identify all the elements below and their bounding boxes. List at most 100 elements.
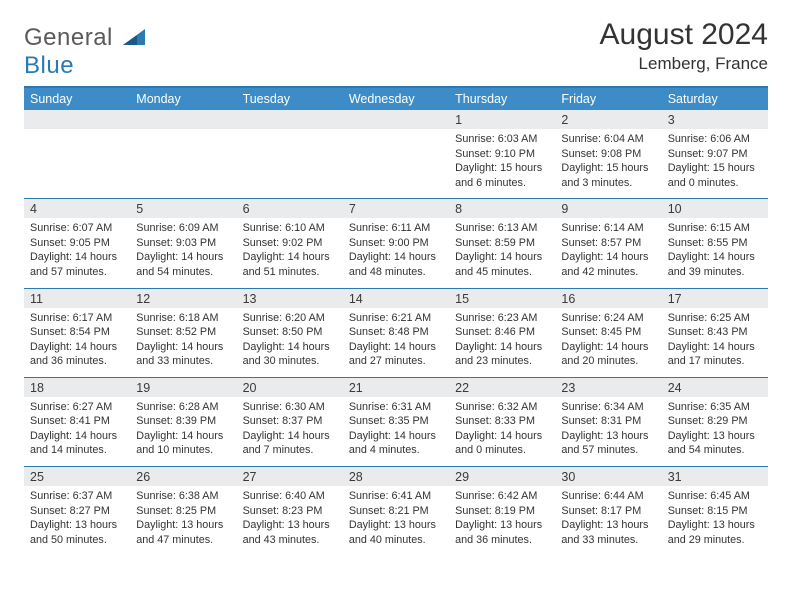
- day-number: [24, 110, 130, 129]
- day-cell: Sunrise: 6:07 AMSunset: 9:05 PMDaylight:…: [24, 218, 130, 288]
- sunset-text: Sunset: 9:10 PM: [455, 147, 549, 162]
- day-cell: [130, 129, 236, 199]
- day-number: 16: [555, 288, 661, 308]
- sunset-text: Sunset: 8:48 PM: [349, 325, 443, 340]
- sunrise-text: Sunrise: 6:38 AM: [136, 489, 230, 504]
- sunrise-text: Sunrise: 6:44 AM: [561, 489, 655, 504]
- day-number: 8: [449, 199, 555, 219]
- day-number-row: 18192021222324: [24, 377, 768, 397]
- day-number: [237, 110, 343, 129]
- sunset-text: Sunset: 8:52 PM: [136, 325, 230, 340]
- day-number-row: 25262728293031: [24, 467, 768, 487]
- sunrise-text: Sunrise: 6:28 AM: [136, 400, 230, 415]
- weekday-header: Tuesday: [237, 87, 343, 110]
- daylight-text: Daylight: 14 hours and 36 minutes.: [30, 340, 124, 369]
- sunset-text: Sunset: 8:17 PM: [561, 504, 655, 519]
- day-info-row: Sunrise: 6:37 AMSunset: 8:27 PMDaylight:…: [24, 486, 768, 555]
- sunrise-text: Sunrise: 6:11 AM: [349, 221, 443, 236]
- sunset-text: Sunset: 9:08 PM: [561, 147, 655, 162]
- sunrise-text: Sunrise: 6:45 AM: [668, 489, 762, 504]
- sunset-text: Sunset: 8:31 PM: [561, 414, 655, 429]
- day-number: 30: [555, 467, 661, 487]
- day-cell: [237, 129, 343, 199]
- daylight-text: Daylight: 15 hours and 6 minutes.: [455, 161, 549, 190]
- day-cell: Sunrise: 6:06 AMSunset: 9:07 PMDaylight:…: [662, 129, 768, 199]
- day-cell: Sunrise: 6:35 AMSunset: 8:29 PMDaylight:…: [662, 397, 768, 467]
- daylight-text: Daylight: 14 hours and 30 minutes.: [243, 340, 337, 369]
- sunrise-text: Sunrise: 6:42 AM: [455, 489, 549, 504]
- sunset-text: Sunset: 8:23 PM: [243, 504, 337, 519]
- day-number-row: 11121314151617: [24, 288, 768, 308]
- daylight-text: Daylight: 14 hours and 0 minutes.: [455, 429, 549, 458]
- sunset-text: Sunset: 8:59 PM: [455, 236, 549, 251]
- day-cell: Sunrise: 6:18 AMSunset: 8:52 PMDaylight:…: [130, 308, 236, 378]
- day-number: 7: [343, 199, 449, 219]
- day-number: 15: [449, 288, 555, 308]
- daylight-text: Daylight: 13 hours and 47 minutes.: [136, 518, 230, 547]
- day-cell: Sunrise: 6:04 AMSunset: 9:08 PMDaylight:…: [555, 129, 661, 199]
- sunrise-text: Sunrise: 6:35 AM: [668, 400, 762, 415]
- day-number: 4: [24, 199, 130, 219]
- daylight-text: Daylight: 14 hours and 7 minutes.: [243, 429, 337, 458]
- daylight-text: Daylight: 14 hours and 39 minutes.: [668, 250, 762, 279]
- calendar-table: SundayMondayTuesdayWednesdayThursdayFrid…: [24, 86, 768, 555]
- weekday-header: Friday: [555, 87, 661, 110]
- day-info-row: Sunrise: 6:03 AMSunset: 9:10 PMDaylight:…: [24, 129, 768, 199]
- weekday-header: Thursday: [449, 87, 555, 110]
- sunset-text: Sunset: 8:37 PM: [243, 414, 337, 429]
- sunset-text: Sunset: 8:54 PM: [30, 325, 124, 340]
- sunset-text: Sunset: 8:33 PM: [455, 414, 549, 429]
- day-cell: Sunrise: 6:41 AMSunset: 8:21 PMDaylight:…: [343, 486, 449, 555]
- sunrise-text: Sunrise: 6:18 AM: [136, 311, 230, 326]
- day-number: 9: [555, 199, 661, 219]
- daylight-text: Daylight: 13 hours and 29 minutes.: [668, 518, 762, 547]
- weekday-header: Saturday: [662, 87, 768, 110]
- sunset-text: Sunset: 9:00 PM: [349, 236, 443, 251]
- daylight-text: Daylight: 14 hours and 23 minutes.: [455, 340, 549, 369]
- day-number: 19: [130, 377, 236, 397]
- sunset-text: Sunset: 9:07 PM: [668, 147, 762, 162]
- day-info-row: Sunrise: 6:27 AMSunset: 8:41 PMDaylight:…: [24, 397, 768, 467]
- daylight-text: Daylight: 14 hours and 48 minutes.: [349, 250, 443, 279]
- day-number: 25: [24, 467, 130, 487]
- sunset-text: Sunset: 8:39 PM: [136, 414, 230, 429]
- daylight-text: Daylight: 14 hours and 51 minutes.: [243, 250, 337, 279]
- day-number-row: 123: [24, 110, 768, 129]
- sunset-text: Sunset: 8:50 PM: [243, 325, 337, 340]
- day-number: 18: [24, 377, 130, 397]
- sunset-text: Sunset: 8:35 PM: [349, 414, 443, 429]
- sunset-text: Sunset: 8:19 PM: [455, 504, 549, 519]
- daylight-text: Daylight: 14 hours and 14 minutes.: [30, 429, 124, 458]
- day-number: 31: [662, 467, 768, 487]
- daylight-text: Daylight: 14 hours and 27 minutes.: [349, 340, 443, 369]
- day-number: 5: [130, 199, 236, 219]
- day-cell: [24, 129, 130, 199]
- weekday-header: Wednesday: [343, 87, 449, 110]
- day-cell: Sunrise: 6:34 AMSunset: 8:31 PMDaylight:…: [555, 397, 661, 467]
- day-cell: Sunrise: 6:15 AMSunset: 8:55 PMDaylight:…: [662, 218, 768, 288]
- day-cell: Sunrise: 6:44 AMSunset: 8:17 PMDaylight:…: [555, 486, 661, 555]
- day-cell: Sunrise: 6:09 AMSunset: 9:03 PMDaylight:…: [130, 218, 236, 288]
- sunrise-text: Sunrise: 6:15 AM: [668, 221, 762, 236]
- day-cell: Sunrise: 6:30 AMSunset: 8:37 PMDaylight:…: [237, 397, 343, 467]
- day-number: 2: [555, 110, 661, 129]
- day-cell: Sunrise: 6:14 AMSunset: 8:57 PMDaylight:…: [555, 218, 661, 288]
- logo-triangle-icon: [123, 24, 145, 51]
- daylight-text: Daylight: 14 hours and 20 minutes.: [561, 340, 655, 369]
- weekday-header: Sunday: [24, 87, 130, 110]
- sunrise-text: Sunrise: 6:10 AM: [243, 221, 337, 236]
- day-number-row: 45678910: [24, 199, 768, 219]
- sunset-text: Sunset: 9:05 PM: [30, 236, 124, 251]
- day-cell: Sunrise: 6:31 AMSunset: 8:35 PMDaylight:…: [343, 397, 449, 467]
- sunrise-text: Sunrise: 6:23 AM: [455, 311, 549, 326]
- sunrise-text: Sunrise: 6:17 AM: [30, 311, 124, 326]
- sunrise-text: Sunrise: 6:06 AM: [668, 132, 762, 147]
- day-number: 20: [237, 377, 343, 397]
- day-cell: Sunrise: 6:42 AMSunset: 8:19 PMDaylight:…: [449, 486, 555, 555]
- daylight-text: Daylight: 13 hours and 33 minutes.: [561, 518, 655, 547]
- day-number: 23: [555, 377, 661, 397]
- daylight-text: Daylight: 14 hours and 17 minutes.: [668, 340, 762, 369]
- sunset-text: Sunset: 8:25 PM: [136, 504, 230, 519]
- sunrise-text: Sunrise: 6:21 AM: [349, 311, 443, 326]
- day-number: [130, 110, 236, 129]
